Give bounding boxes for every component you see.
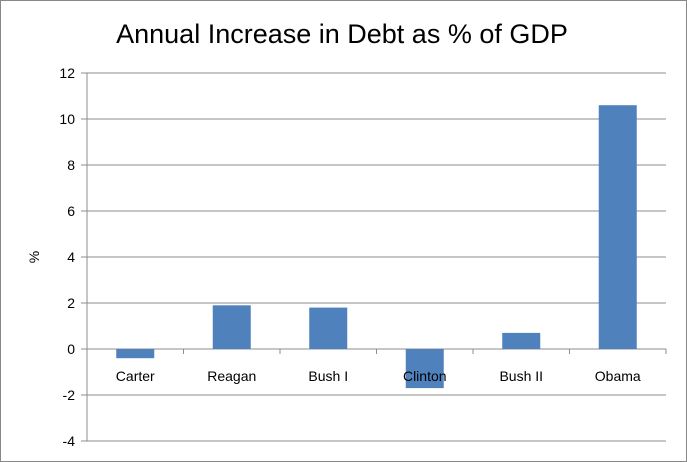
y-tick-label: -2	[63, 387, 76, 403]
y-tick-label: -4	[63, 433, 76, 449]
category-label: Bush II	[499, 368, 543, 384]
y-tick-label: 4	[67, 249, 75, 265]
y-tick-labels: 12 10 8 6 4 2 0 -2 -4	[59, 65, 75, 449]
y-tick-label: 6	[67, 203, 75, 219]
bar-clinton	[405, 349, 444, 389]
y-axis-label: %	[26, 251, 42, 263]
category-label: Clinton	[403, 368, 447, 384]
bar-carter	[116, 349, 155, 359]
bar-bush-i	[309, 307, 348, 349]
y-tick-label: 0	[67, 341, 75, 357]
bar-reagan	[212, 305, 251, 349]
y-tick-label: 8	[67, 157, 75, 173]
chart-title: Annual Increase in Debt as % of GDP	[116, 19, 568, 49]
category-labels: Carter Reagan Bush I Clinton Bush II Obama	[116, 368, 641, 384]
y-tick-label: 12	[59, 65, 75, 81]
category-label: Bush I	[308, 368, 348, 384]
category-label: Obama	[595, 368, 641, 384]
y-tick-label: 2	[67, 295, 75, 311]
bar-bush-ii	[502, 332, 541, 349]
axes	[81, 72, 667, 442]
category-label: Carter	[116, 368, 155, 384]
y-tick-label: 10	[59, 111, 75, 127]
bars	[116, 105, 637, 389]
gridlines	[87, 72, 666, 442]
bar-obama	[598, 105, 637, 349]
category-label: Reagan	[207, 368, 256, 384]
